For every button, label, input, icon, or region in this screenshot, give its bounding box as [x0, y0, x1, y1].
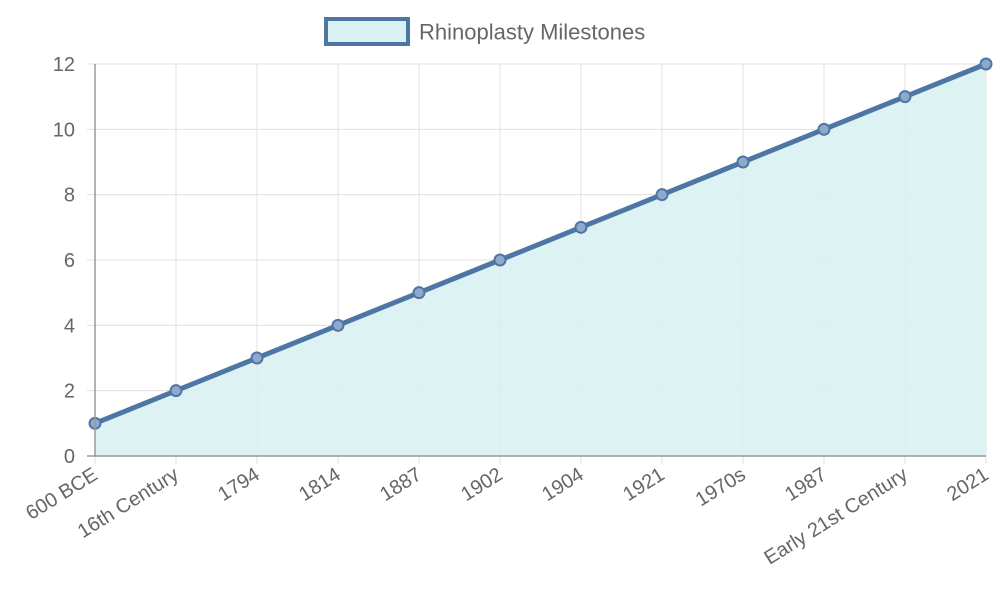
data-point[interactable] — [331, 318, 345, 332]
data-point[interactable] — [574, 220, 588, 234]
x-tick-label: 1904 — [538, 464, 587, 506]
axes — [87, 63, 987, 464]
y-tick-label: 6 — [64, 250, 75, 272]
data-point[interactable] — [250, 351, 264, 365]
y-tick-label: 4 — [64, 315, 75, 337]
x-tick-label: 2021 — [943, 464, 992, 506]
legend-label: Rhinoplasty Milestones — [419, 20, 645, 45]
x-tick-label: 1921 — [619, 464, 668, 506]
legend[interactable]: Rhinoplasty Milestones — [324, 17, 645, 46]
y-tick-label: 2 — [64, 381, 75, 403]
data-point[interactable] — [979, 57, 993, 71]
x-tick-label: 1887 — [376, 464, 425, 506]
x-tick-label: 1814 — [295, 464, 344, 506]
x-tick-label: Early 21st Century — [760, 464, 911, 570]
y-tick-label: 0 — [64, 446, 75, 468]
data-point[interactable] — [169, 384, 183, 398]
data-point[interactable] — [817, 122, 831, 136]
x-tick-label: 1970s — [692, 464, 750, 512]
data-point[interactable] — [898, 90, 912, 104]
series-points — [88, 57, 993, 430]
data-point[interactable] — [655, 188, 669, 202]
y-tick-label: 10 — [53, 119, 75, 141]
series-line — [94, 61, 987, 426]
data-point[interactable] — [736, 155, 750, 169]
x-tick-label: 1902 — [457, 464, 506, 506]
y-tick-label: 8 — [64, 185, 75, 207]
y-tick-label: 12 — [53, 54, 75, 76]
series-area-fill — [95, 64, 986, 456]
data-point[interactable] — [493, 253, 507, 267]
x-tick-label: 1987 — [781, 464, 830, 506]
data-point[interactable] — [412, 286, 426, 300]
x-tick-label: 1794 — [214, 464, 263, 506]
y-axis-ticks: 0 2 4 6 8 10 12 — [53, 54, 75, 468]
legend-swatch — [324, 17, 410, 46]
